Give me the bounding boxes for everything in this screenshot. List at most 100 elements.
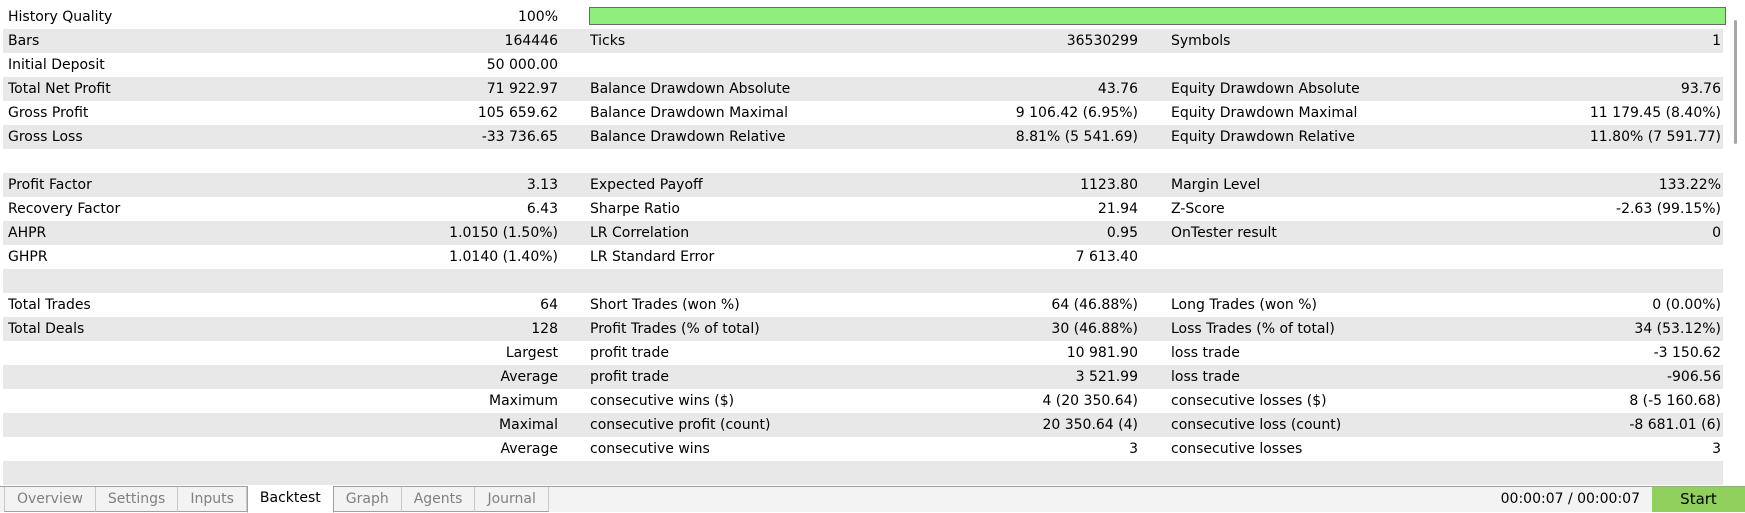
label-col-3: consecutive losses ($) (1171, 393, 1327, 409)
tab-agents[interactable]: Agents (401, 487, 476, 512)
tab-backtest[interactable]: Backtest (246, 486, 334, 513)
label-col-3: consecutive loss (count) (1171, 417, 1342, 433)
label-col-1: Gross Profit (8, 105, 89, 121)
vertical-scrollbar[interactable] (1729, 16, 1743, 468)
value-col-2: 9 106.42 (6.95%) (1015, 105, 1138, 121)
value-col-3: 11.80% (7 591.77) (1589, 129, 1721, 145)
value-col-1: Average (500, 369, 559, 385)
label-col-2: Sharpe Ratio (590, 201, 680, 217)
label-col-2: Ticks (590, 33, 626, 49)
report-row: Maximum consecutive wins ($) 4 (20 350.64)… (3, 389, 1723, 413)
report-row: Average profit trade 3 521.99 loss trade -90… (3, 365, 1723, 389)
value-col-1: 1.0150 (1.50%) (449, 225, 558, 241)
scrollbar-thumb[interactable] (1734, 20, 1737, 144)
label-col-3: Margin Level (1171, 177, 1261, 193)
value-col-2 (890, 461, 1138, 485)
report-row: AHPR 1.0150 (1.50%) LR Correlation 0.95 OnTe… (3, 221, 1723, 245)
value-col-2: 8.81% (5 541.69) (1015, 129, 1138, 145)
value-col-1: 71 922.97 (486, 81, 558, 97)
value-col-2: 21.94 (1097, 201, 1138, 217)
value-col-1: Average (500, 441, 559, 457)
value-col-3: -2.63 (99.15%) (1616, 201, 1721, 217)
label-col-3: loss trade (1171, 369, 1240, 385)
label-col-1: Gross Loss (8, 129, 83, 145)
label-col-1 (8, 461, 308, 485)
value-col-1: Maximum (489, 393, 558, 409)
value-col-3: 0 (1712, 225, 1721, 241)
value-col-3: 3 (1712, 441, 1721, 457)
history-quality-bar-fill (590, 8, 1725, 24)
value-col-2: 4 (20 350.64) (1042, 393, 1138, 409)
label-col-3: Loss Trades (% of total) (1171, 321, 1335, 337)
label-col-2: consecutive wins ($) (590, 393, 735, 409)
report-row: GHPR 1.0140 (1.40%) LR Standard Error 7 613… (3, 245, 1723, 269)
label-col-2: Balance Drawdown Absolute (590, 81, 791, 97)
tab-overview[interactable]: Overview (4, 487, 96, 512)
value-col-2: 1123.80 (1080, 177, 1138, 193)
label-col-1 (8, 341, 308, 365)
value-col-1 (303, 149, 558, 173)
value-col-2: 30 (46.88%) (1051, 321, 1138, 337)
backtest-report-table: History Quality 100% Bars 164446 Ticks 365302… (3, 5, 1726, 485)
report-row: Gross Loss -33 736.65 Balance Drawdown Rel… (3, 125, 1723, 149)
label-col-2: Balance Drawdown Relative (590, 129, 786, 145)
label-col-3: loss trade (1171, 345, 1240, 361)
report-row: Largest profit trade 10 981.90 loss trade -3… (3, 341, 1723, 365)
label-col-1: History Quality (8, 9, 113, 25)
label-col-2 (590, 461, 890, 485)
value-col-2 (890, 269, 1138, 293)
tab-graph[interactable]: Graph (333, 487, 402, 512)
label-col-2: Balance Drawdown Maximal (590, 105, 789, 121)
label-col-2 (590, 53, 890, 77)
bottom-tab-bar: Overview Settings Inputs Backtest Graph Agent… (0, 486, 1745, 513)
label-col-3: consecutive losses (1171, 441, 1303, 457)
label-col-2 (590, 269, 890, 293)
label-col-1: Initial Deposit (8, 57, 105, 73)
value-col-1: 1.0140 (1.40%) (449, 249, 558, 265)
label-col-3 (1171, 149, 1471, 173)
label-col-2: consecutive wins (590, 441, 710, 457)
label-col-2: LR Correlation (590, 225, 690, 241)
label-col-2: LR Standard Error (590, 249, 715, 265)
value-col-3: 1 (1712, 33, 1721, 49)
label-col-3 (1171, 461, 1471, 485)
label-col-1: Recovery Factor (8, 201, 121, 217)
value-col-1: Maximal (499, 417, 558, 433)
value-col-2: 36530299 (1066, 33, 1138, 49)
value-col-2 (890, 53, 1138, 77)
report-row (3, 149, 1723, 173)
report-row: Total Deals 128 Profit Trades (% of total)… (3, 317, 1723, 341)
start-button[interactable]: Start (1652, 487, 1745, 512)
report-row: Gross Profit 105 659.62 Balance Drawdown M… (3, 101, 1723, 125)
value-col-3: 133.22% (1658, 177, 1721, 193)
value-col-1: 50 000.00 (486, 57, 558, 73)
value-col-2: 7 613.40 (1075, 249, 1138, 265)
value-col-3 (1471, 269, 1721, 293)
label-col-1 (8, 365, 308, 389)
tab-journal[interactable]: Journal (475, 487, 549, 512)
label-col-1: Total Trades (8, 297, 91, 313)
tab-settings[interactable]: Settings (95, 487, 179, 512)
label-col-1: AHPR (8, 225, 47, 241)
value-col-1: 6.43 (526, 201, 558, 217)
report-row: Recovery Factor 6.43 Sharpe Ratio 21.94 Z-Sc… (3, 197, 1723, 221)
value-col-2: 64 (46.88%) (1051, 297, 1138, 313)
value-col-3 (1471, 53, 1721, 77)
report-row: Total Trades 64 Short Trades (won %) 64 (46… (3, 293, 1723, 317)
label-col-2: consecutive profit (count) (590, 417, 771, 433)
label-col-3: Z-Score (1171, 201, 1225, 217)
label-col-1 (8, 269, 308, 293)
value-col-3: 0 (0.00%) (1652, 297, 1721, 313)
value-col-2: 3 521.99 (1075, 369, 1138, 385)
label-col-3 (1171, 245, 1471, 269)
report-row (3, 269, 1723, 293)
value-col-3: 93.76 (1680, 81, 1721, 97)
label-col-1 (8, 437, 308, 461)
label-col-2: Profit Trades (% of total) (590, 321, 760, 337)
value-col-1: 64 (540, 297, 558, 313)
value-col-2: 3 (1129, 441, 1138, 457)
value-col-1: Largest (505, 345, 558, 361)
report-row: Maximal consecutive profit (count) 20 350.… (3, 413, 1723, 437)
label-col-1 (8, 413, 308, 437)
tab-inputs[interactable]: Inputs (178, 487, 247, 512)
